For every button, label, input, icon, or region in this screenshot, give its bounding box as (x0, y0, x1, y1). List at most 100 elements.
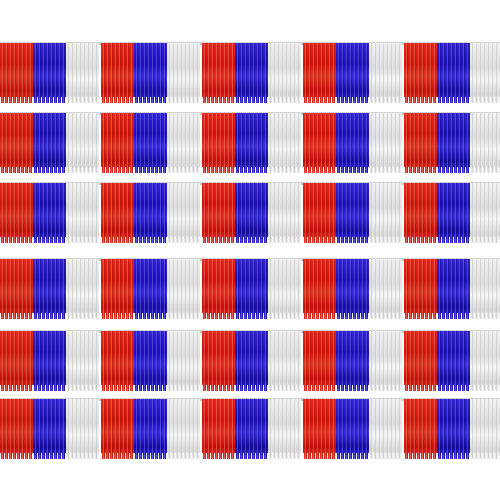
fringe-panel-blue (33, 331, 66, 391)
fringe-panel-red (303, 259, 336, 319)
fringe-section (202, 331, 301, 391)
fringe-section (404, 43, 500, 103)
fringe-edge (134, 453, 167, 459)
fringe-edge (167, 313, 200, 319)
fringe-panel-red (303, 43, 336, 103)
fringe-edge (101, 97, 134, 103)
fringe-panel-white (369, 399, 402, 459)
fringe-section (303, 183, 402, 243)
fringe-section (202, 183, 301, 243)
fringe-section (0, 113, 99, 173)
fringe-edge (167, 97, 200, 103)
fringe-panel-blue (437, 113, 470, 173)
fringe-edge (303, 167, 336, 173)
fringe-section (101, 43, 200, 103)
fringe-panel-red (303, 113, 336, 173)
fringe-edge (66, 97, 99, 103)
fringe-panel-red (101, 259, 134, 319)
fringe-panel-white (369, 43, 402, 103)
fringe-section (202, 399, 301, 459)
fringe-panel-white (167, 113, 200, 173)
fringe-edge (404, 385, 437, 391)
fringe-panel-red (202, 399, 235, 459)
fringe-panel-white (66, 43, 99, 103)
fringe-panel-red (202, 259, 235, 319)
fringe-edge (268, 237, 301, 243)
fringe-edge (437, 385, 470, 391)
fringe-panel-white (369, 331, 402, 391)
fringe-panel-blue (336, 259, 369, 319)
fringe-panel-white (369, 183, 402, 243)
fringe-edge (404, 453, 437, 459)
fringe-section (202, 113, 301, 173)
fringe-section (0, 259, 99, 319)
fringe-edge (470, 97, 500, 103)
fringe-edge (369, 97, 402, 103)
fringe-edge (369, 453, 402, 459)
fringe-edge (437, 237, 470, 243)
fringe-edge (33, 97, 66, 103)
fringe-edge (0, 313, 33, 319)
fringe-panel-red (202, 113, 235, 173)
fringe-edge (33, 385, 66, 391)
fringe-panel-blue (437, 399, 470, 459)
fringe-panel-red (404, 399, 437, 459)
fringe-panel-white (167, 259, 200, 319)
fringe-edge (303, 385, 336, 391)
fringe-edge (437, 453, 470, 459)
fringe-edge (404, 97, 437, 103)
fringe-panel-red (0, 113, 33, 173)
fringe-edge (33, 237, 66, 243)
fringe-edge (235, 167, 268, 173)
fringe-panel-white (66, 183, 99, 243)
fringe-panel-red (404, 259, 437, 319)
fringe-section (101, 113, 200, 173)
fringe-panel-white (369, 113, 402, 173)
fringe-edge (336, 237, 369, 243)
fringe-section (303, 259, 402, 319)
fringe-panel-white (268, 43, 301, 103)
fringe-edge (202, 453, 235, 459)
fringe-panel-red (0, 259, 33, 319)
fringe-panel-white (66, 399, 99, 459)
fringe-edge (101, 237, 134, 243)
fringe-panel-white (66, 113, 99, 173)
fringe-edge (268, 167, 301, 173)
fringe-edge (303, 453, 336, 459)
fringe-section (404, 259, 500, 319)
fringe-panel-blue (134, 43, 167, 103)
fringe-section (0, 183, 99, 243)
fringe-edge (101, 313, 134, 319)
fringe-edge (202, 237, 235, 243)
fringe-panel-blue (235, 331, 268, 391)
fringe-section (101, 331, 200, 391)
fringe-panel-red (404, 331, 437, 391)
fringe-edge (235, 313, 268, 319)
fringe-panel-red (303, 399, 336, 459)
fringe-edge (66, 453, 99, 459)
fringe-panel-red (202, 183, 235, 243)
fringe-panel-red (404, 183, 437, 243)
fringe-edge (369, 167, 402, 173)
garland-row (0, 182, 500, 244)
fringe-edge (235, 237, 268, 243)
fringe-edge (167, 385, 200, 391)
fringe-edge (101, 453, 134, 459)
fringe-panel-blue (437, 259, 470, 319)
fringe-edge (404, 237, 437, 243)
fringe-panel-red (101, 43, 134, 103)
fringe-edge (437, 167, 470, 173)
fringe-panel-white (66, 259, 99, 319)
fringe-section (202, 259, 301, 319)
fringe-edge (437, 97, 470, 103)
fringe-edge (167, 167, 200, 173)
fringe-panel-red (202, 43, 235, 103)
fringe-panel-red (303, 183, 336, 243)
fringe-section (404, 399, 500, 459)
fringe-edge (33, 453, 66, 459)
fringe-edge (404, 167, 437, 173)
fringe-edge (470, 313, 500, 319)
fringe-edge (134, 385, 167, 391)
fringe-edge (303, 313, 336, 319)
